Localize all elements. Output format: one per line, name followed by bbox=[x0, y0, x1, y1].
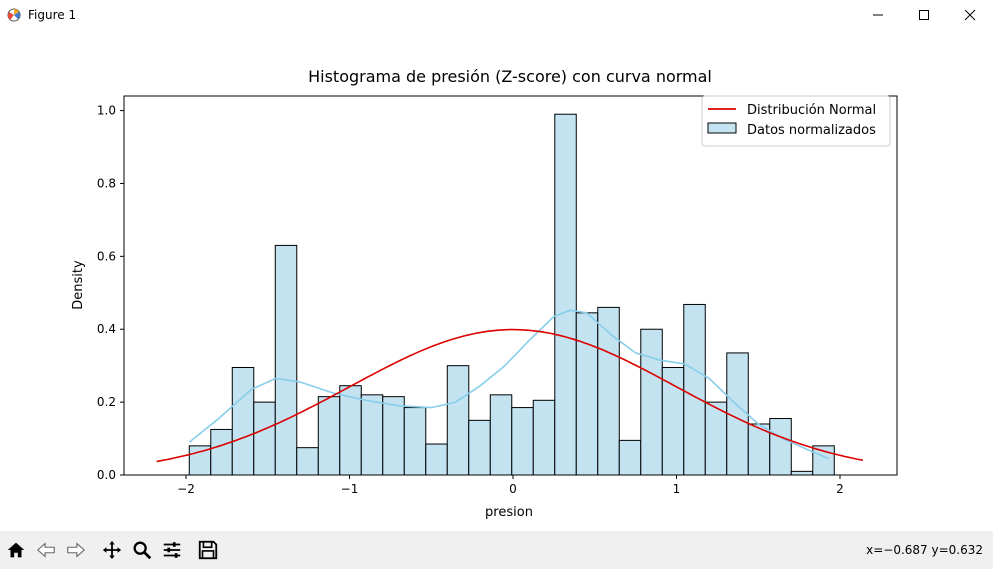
legend-data-swatch bbox=[707, 122, 737, 134]
histogram-bar bbox=[468, 419, 491, 476]
configure-subplots-button[interactable] bbox=[158, 535, 186, 565]
x-tick-label: −1 bbox=[341, 482, 359, 496]
matplotlib-app-icon bbox=[7, 8, 21, 22]
home-icon bbox=[7, 542, 25, 558]
histogram-bar bbox=[274, 244, 298, 476]
forward-icon bbox=[67, 542, 86, 558]
legend-box bbox=[701, 95, 891, 147]
x-tick-label: 1 bbox=[673, 482, 681, 496]
axes-frame bbox=[123, 95, 898, 476]
close-icon bbox=[964, 9, 976, 21]
histogram-bar bbox=[554, 113, 577, 476]
back-icon bbox=[36, 542, 55, 558]
y-tick-label: 0.2 bbox=[97, 395, 116, 409]
x-tick-label: 2 bbox=[836, 482, 844, 496]
figure-canvas[interactable]: −2 −1 0 1 2 0.0 0.2 0.4 0.6 0.8 1.0 Histograma de … bbox=[0, 30, 993, 530]
histogram-bar bbox=[382, 396, 405, 476]
y-tick-label: 0.4 bbox=[97, 322, 116, 336]
histogram-bar bbox=[640, 328, 663, 476]
y-tick-label: 1.0 bbox=[97, 104, 116, 118]
histogram-bar bbox=[661, 366, 685, 476]
histogram-bar bbox=[446, 365, 470, 476]
back-button[interactable] bbox=[32, 535, 60, 565]
legend: Distribución Normal Datos normalizados bbox=[701, 95, 891, 147]
y-axis-label: Density bbox=[71, 260, 86, 310]
cursor-coordinates: x=−0.687 y=0.632 bbox=[866, 543, 983, 557]
pan-button[interactable] bbox=[98, 535, 126, 565]
histogram-bar bbox=[511, 407, 534, 476]
histogram-bar bbox=[704, 401, 728, 476]
histogram-bar bbox=[532, 399, 556, 476]
histogram-bar bbox=[425, 443, 448, 476]
forward-button[interactable] bbox=[62, 535, 90, 565]
close-button[interactable] bbox=[947, 0, 993, 30]
normal-curve bbox=[156, 328, 864, 463]
home-button[interactable] bbox=[2, 535, 30, 565]
maximize-icon bbox=[919, 10, 929, 20]
configure-subplots-icon bbox=[163, 542, 181, 558]
pan-icon bbox=[102, 540, 122, 560]
maximize-button[interactable] bbox=[901, 0, 947, 30]
window-titlebar: Figure 1 bbox=[0, 0, 993, 30]
zoom-icon bbox=[133, 541, 152, 560]
legend-normal-label: Distribución Normal bbox=[747, 103, 876, 118]
histogram-bar bbox=[575, 312, 599, 476]
y-tick-label: 0.6 bbox=[97, 249, 116, 263]
histogram-bar bbox=[812, 445, 835, 476]
histogram-chart[interactable]: −2 −1 0 1 2 0.0 0.2 0.4 0.6 0.8 1.0 Histograma de … bbox=[0, 30, 993, 530]
histogram-bar bbox=[231, 366, 255, 476]
minimize-button[interactable] bbox=[855, 0, 901, 30]
chart-title: Histograma de presión (Z-score) con curv… bbox=[308, 67, 712, 86]
save-icon bbox=[198, 540, 218, 560]
x-tick-label: −2 bbox=[177, 482, 195, 496]
histogram-bar bbox=[360, 394, 384, 476]
histogram-bar bbox=[317, 396, 341, 476]
x-axis-label: presion bbox=[485, 505, 533, 520]
minimize-icon bbox=[873, 14, 883, 16]
histogram-bar bbox=[296, 447, 319, 476]
histogram-bar bbox=[403, 407, 427, 476]
histogram-bar bbox=[489, 394, 513, 476]
histogram-bar bbox=[769, 418, 792, 476]
save-button[interactable] bbox=[194, 535, 222, 565]
window-title: Figure 1 bbox=[28, 8, 77, 22]
zoom-button[interactable] bbox=[128, 535, 156, 565]
kde-curve bbox=[188, 309, 829, 460]
histogram-bar bbox=[618, 439, 642, 476]
histogram-bar bbox=[253, 401, 276, 476]
histogram-bar bbox=[210, 428, 233, 476]
legend-data-label: Datos normalizados bbox=[747, 123, 876, 138]
y-tick-label: 0.0 bbox=[97, 468, 116, 482]
histogram-bar bbox=[683, 303, 706, 476]
navigation-toolbar: x=−0.687 y=0.632 bbox=[0, 531, 993, 569]
y-tick-label: 0.8 bbox=[97, 176, 116, 190]
histogram-bar bbox=[790, 470, 814, 476]
x-tick-label: 0 bbox=[509, 482, 517, 496]
